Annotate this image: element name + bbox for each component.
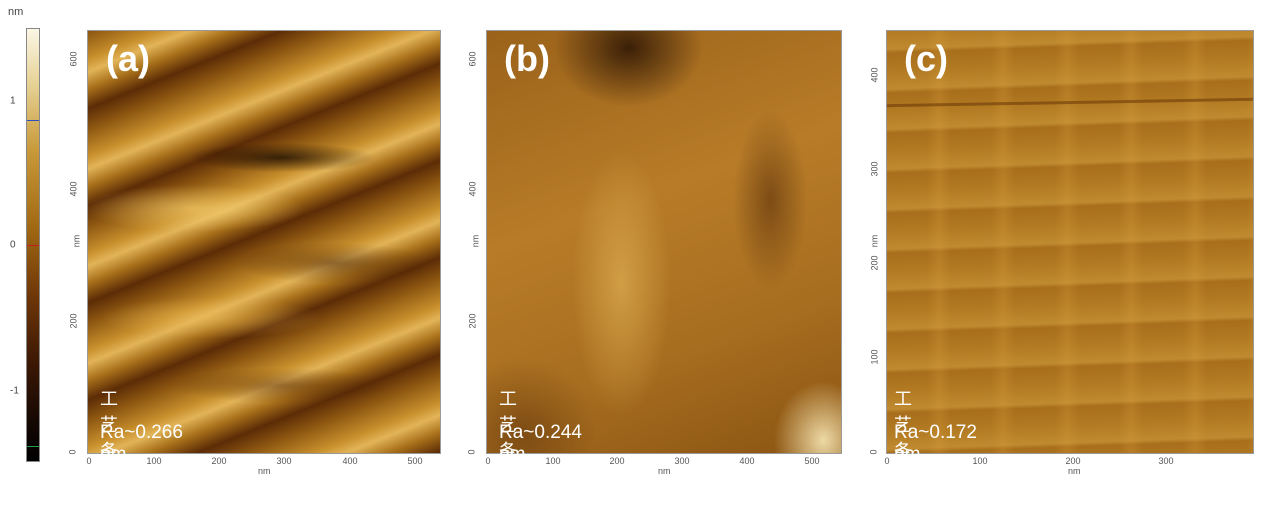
x-tick: 200 <box>609 456 625 466</box>
x-tick: 400 <box>739 456 755 466</box>
y-tick: 300 <box>869 161 880 177</box>
x-tick: 100 <box>146 456 162 466</box>
colorbar-tick: -1 <box>10 385 19 397</box>
x-tick: 0 <box>86 456 92 466</box>
x-tick: 300 <box>674 456 690 466</box>
x-axis-label: nm <box>258 466 271 476</box>
roughness-value: Ra~0.172 nm <box>894 422 977 465</box>
y-tick: 200 <box>869 255 880 271</box>
x-tick: 400 <box>342 456 358 466</box>
x-tick: 200 <box>1065 456 1081 466</box>
afm-image-b <box>486 30 842 454</box>
colorbar-marker-high <box>27 120 39 121</box>
x-tick: 300 <box>1158 456 1174 466</box>
y-tick: 600 <box>467 51 478 67</box>
roughness-value: Ra~0.266 nm <box>100 422 183 465</box>
x-axis-label: nm <box>658 466 671 476</box>
colorbar-unit: nm <box>8 6 24 18</box>
colorbar-marker-zero <box>27 245 39 246</box>
y-tick: 200 <box>68 313 79 329</box>
x-tick: 500 <box>804 456 820 466</box>
y-tick: 400 <box>68 181 79 197</box>
y-tick: 400 <box>467 181 478 197</box>
afm-image-c <box>886 30 1254 454</box>
colorbar-marker-low <box>27 446 39 447</box>
y-tick: 0 <box>67 449 78 455</box>
roughness-value: Ra~0.244 nm <box>499 422 582 465</box>
y-axis-label: nm <box>71 234 82 248</box>
panel-label: (a) <box>106 38 150 79</box>
x-tick: 100 <box>972 456 988 466</box>
y-tick: 600 <box>68 51 79 67</box>
x-tick: 0 <box>884 456 890 466</box>
panel-label: (c) <box>904 38 948 79</box>
colorbar-tick: 0 <box>10 239 16 251</box>
panel-label: (b) <box>504 38 550 79</box>
y-tick: 100 <box>869 349 880 365</box>
afm-image-a <box>87 30 441 454</box>
y-tick: 200 <box>467 313 478 329</box>
x-tick: 0 <box>485 456 491 466</box>
x-tick: 300 <box>276 456 292 466</box>
y-tick: 0 <box>466 449 477 455</box>
x-axis-label: nm <box>1068 466 1081 476</box>
colorbar-tick: 1 <box>10 95 16 107</box>
y-tick: 0 <box>868 449 879 455</box>
x-tick: 100 <box>545 456 561 466</box>
y-tick: 400 <box>869 67 880 83</box>
y-axis-label: nm <box>869 234 880 248</box>
x-tick: 500 <box>407 456 423 466</box>
y-axis-label: nm <box>470 234 481 248</box>
x-tick: 200 <box>211 456 227 466</box>
